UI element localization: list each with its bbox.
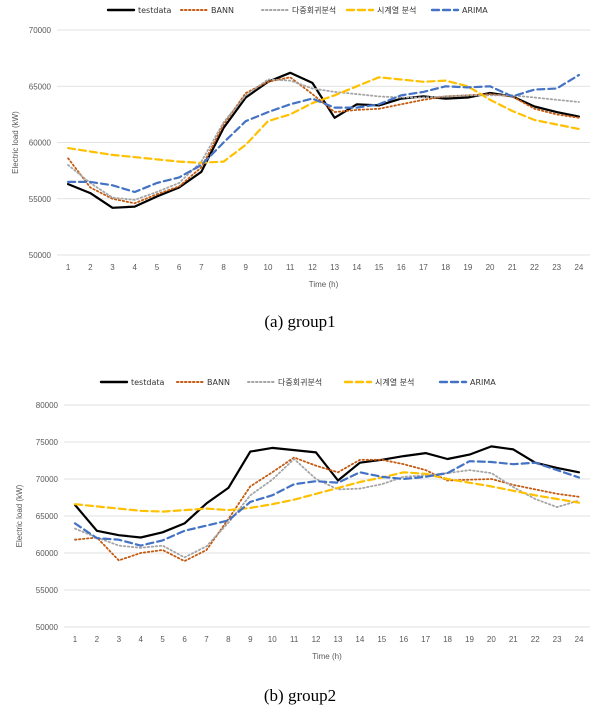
series-line-2 <box>67 76 580 205</box>
series-line-4 <box>73 471 581 513</box>
x-tick-label: 24 <box>574 263 583 272</box>
x-tick-label: 20 <box>487 635 496 644</box>
x-tick-label: 14 <box>352 263 361 272</box>
x-tick-label: 6 <box>182 635 187 644</box>
x-tick-label: 1 <box>73 635 78 644</box>
x-tick-label: 6 <box>177 263 182 272</box>
x-tick-label: 11 <box>290 635 299 644</box>
x-tick-label: 12 <box>312 635 321 644</box>
x-tick-label: 24 <box>575 635 584 644</box>
legend: testdata BANN 다중회귀분석 시계열 분석 ARIMA <box>99 377 496 387</box>
x-tick-label: 23 <box>552 263 561 272</box>
series-line-5 <box>73 460 581 547</box>
series-line-2 <box>74 456 580 562</box>
y-tick-label: 50000 <box>36 623 59 632</box>
x-tick-label: 16 <box>399 635 408 644</box>
x-tick-label: 3 <box>110 263 115 272</box>
y-tick-label: 60000 <box>36 549 59 558</box>
y-tick-label: 70000 <box>29 26 52 35</box>
x-tick-label: 7 <box>199 263 204 272</box>
legend-label: 다중회귀분석 <box>292 5 336 15</box>
x-tick-label: 9 <box>248 635 253 644</box>
x-tick-label: 10 <box>264 263 273 272</box>
series-line-5 <box>66 73 581 194</box>
x-tick-label: 19 <box>465 635 474 644</box>
x-tick-label: 22 <box>531 635 540 644</box>
x-tick-label: 23 <box>553 635 562 644</box>
y-axis-label: Electric load (kW) <box>15 484 24 547</box>
legend-label: ARIMA <box>462 6 488 15</box>
legend: testdata BANN 다중회귀분석 시계열 분석 ARIMA <box>106 5 488 15</box>
y-tick-label: 60000 <box>29 139 52 148</box>
x-tick-label: 4 <box>138 635 143 644</box>
y-tick-label: 80000 <box>36 401 59 410</box>
y-tick-label: 65000 <box>36 512 59 521</box>
x-tick-label: 17 <box>419 263 428 272</box>
x-tick-label: 9 <box>244 263 249 272</box>
x-tick-label: 7 <box>204 635 209 644</box>
chart-caption: (a) group1 <box>264 312 335 331</box>
legend-label: 시계열 분석 <box>377 5 416 15</box>
x-tick-label: 20 <box>486 263 495 272</box>
legend-label: testdata <box>138 6 171 15</box>
x-tick-label: 1 <box>66 263 71 272</box>
y-tick-label: 55000 <box>36 586 59 595</box>
x-tick-label: 15 <box>375 263 384 272</box>
series-line-3 <box>74 458 580 559</box>
x-tick-label: 22 <box>530 263 539 272</box>
legend-label: ARIMA <box>470 378 496 387</box>
chart-caption: (b) group2 <box>264 686 336 705</box>
y-tick-label: 55000 <box>29 195 52 204</box>
x-tick-label: 8 <box>226 635 231 644</box>
legend-label: BANN <box>211 6 234 15</box>
x-tick-label: 13 <box>334 635 343 644</box>
y-tick-label: 50000 <box>29 251 52 260</box>
series-line-3 <box>67 78 580 201</box>
x-tick-label: 12 <box>308 263 317 272</box>
x-tick-label: 15 <box>377 635 386 644</box>
x-tick-label: 3 <box>117 635 122 644</box>
legend-label: 시계열 분석 <box>375 377 414 387</box>
x-axis-label: Time (h) <box>312 652 342 661</box>
series-line-4 <box>66 76 581 164</box>
series-line-1 <box>73 445 581 539</box>
x-tick-label: 2 <box>88 263 93 272</box>
y-tick-label: 70000 <box>36 475 59 484</box>
y-tick-label: 65000 <box>29 82 52 91</box>
x-tick-label: 16 <box>397 263 406 272</box>
x-tick-label: 4 <box>133 263 138 272</box>
x-tick-label: 19 <box>463 263 472 272</box>
x-tick-label: 10 <box>268 635 277 644</box>
y-axis-label: Electric load (kW) <box>11 111 20 174</box>
x-axis-label: Time (h) <box>309 280 339 289</box>
x-tick-label: 18 <box>441 263 450 272</box>
x-tick-label: 2 <box>95 635 100 644</box>
y-tick-label: 75000 <box>36 438 59 447</box>
legend-label: BANN <box>207 378 230 387</box>
x-tick-label: 8 <box>221 263 226 272</box>
legend-label: 다중회귀분석 <box>278 377 322 387</box>
x-tick-label: 14 <box>355 635 364 644</box>
x-tick-label: 21 <box>508 263 517 272</box>
x-tick-label: 13 <box>330 263 339 272</box>
x-tick-label: 18 <box>443 635 452 644</box>
x-tick-label: 5 <box>155 263 160 272</box>
x-tick-label: 5 <box>160 635 165 644</box>
x-tick-label: 21 <box>509 635 518 644</box>
x-tick-label: 17 <box>421 635 430 644</box>
x-tick-label: 11 <box>286 263 295 272</box>
legend-label: testdata <box>131 378 164 387</box>
